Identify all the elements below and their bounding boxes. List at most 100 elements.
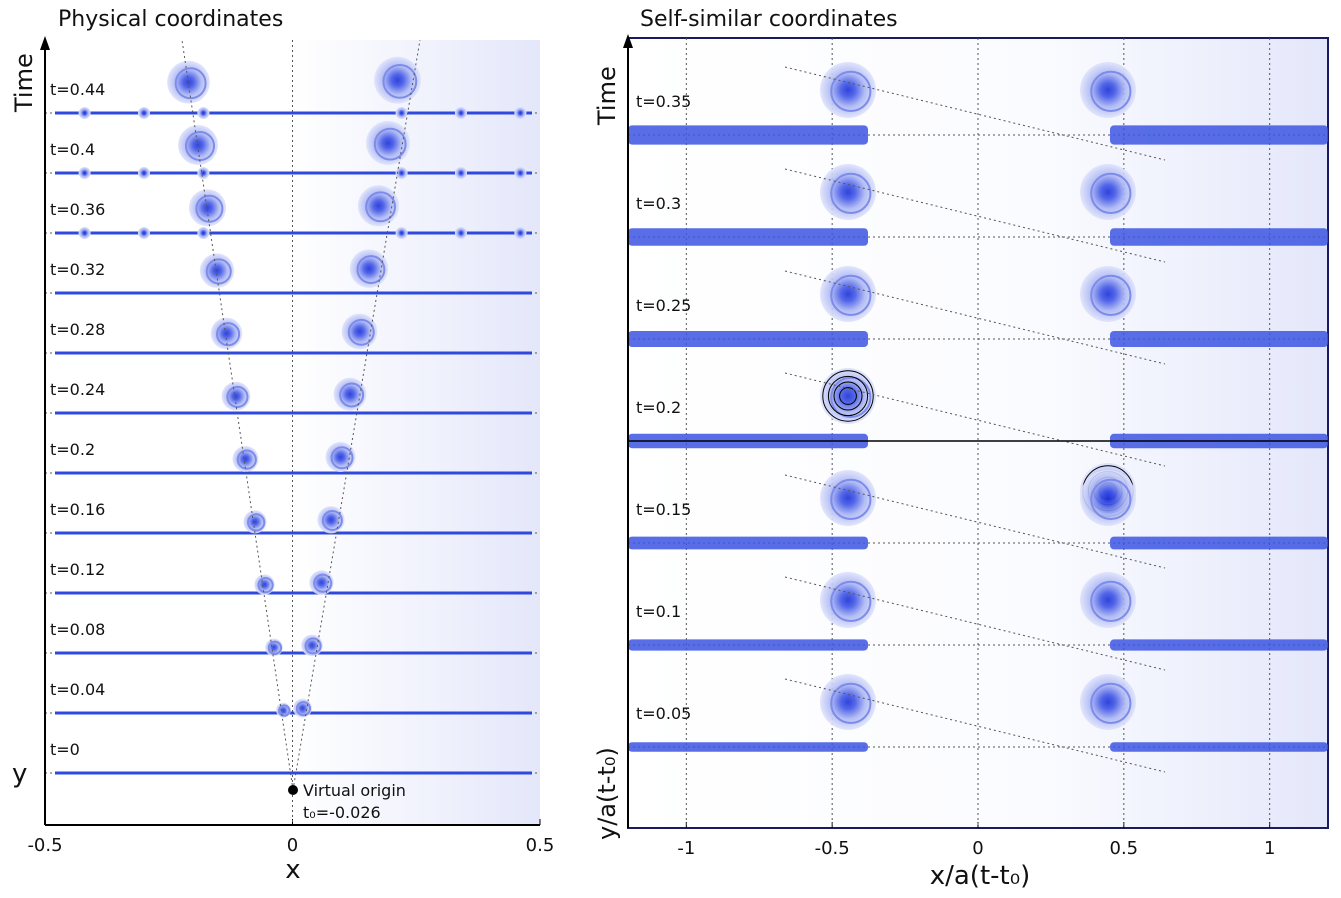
vortex	[1080, 62, 1136, 118]
vortex	[455, 107, 467, 119]
vortex-arm	[195, 194, 224, 223]
shear-layer	[1110, 331, 1328, 347]
vortex-arm	[830, 376, 872, 418]
vortex	[197, 107, 210, 119]
time-label: t=0.04	[50, 680, 105, 699]
panel-title: Physical coordinates	[58, 7, 283, 32]
vortex-arm	[356, 255, 386, 284]
vortex	[514, 167, 527, 179]
vortex-arm	[267, 640, 283, 656]
panel-bg	[45, 40, 540, 825]
x-tick-label: 0.5	[526, 835, 555, 856]
vortex-arm	[226, 385, 249, 409]
shear-layer	[1110, 536, 1328, 550]
vortex-arm	[382, 63, 418, 99]
vortex-arm	[1090, 478, 1132, 520]
vortex	[820, 62, 876, 118]
shear-layer	[1110, 639, 1328, 651]
time-label: t=0.08	[50, 620, 105, 639]
vortex	[820, 266, 876, 322]
vortex	[197, 167, 210, 179]
vortex	[820, 674, 876, 730]
vortex	[138, 107, 150, 119]
vortex-arm	[373, 127, 407, 161]
trajectory	[784, 474, 1166, 569]
shear-layer	[1110, 742, 1328, 752]
vortex	[1080, 266, 1136, 322]
x-tick-label: 0	[972, 838, 983, 859]
vortex	[820, 164, 876, 220]
x-label: x	[285, 855, 300, 885]
vortex-arm	[313, 573, 333, 593]
vortex-arm	[236, 449, 257, 470]
vortex	[455, 227, 467, 239]
panel-title: Self-similar coordinates	[640, 7, 898, 32]
x-tick-label: -1	[677, 838, 695, 859]
shear-layer	[1110, 125, 1328, 145]
vortex-arm	[304, 637, 322, 655]
vortex	[1080, 572, 1136, 628]
time-label: t=0.28	[50, 320, 105, 339]
contour	[827, 375, 869, 417]
time-label: t=0.36	[50, 200, 105, 219]
shear-layer	[628, 331, 868, 347]
vortex-arm	[257, 576, 274, 594]
vortex-arm	[339, 382, 365, 408]
trajectory	[784, 678, 1166, 773]
vortex-arm	[365, 191, 396, 223]
shear-layer	[628, 742, 868, 752]
vortex	[138, 167, 150, 179]
vortex-arm	[205, 258, 232, 285]
shear-layer	[628, 125, 868, 145]
shear-layer	[628, 228, 868, 246]
time-label: t=0.35	[636, 92, 691, 111]
time-label: t=0.25	[636, 296, 691, 315]
vortex	[820, 470, 876, 526]
vortex-arm	[830, 70, 872, 113]
vortex	[1080, 674, 1136, 730]
arrow	[623, 34, 633, 48]
vortex-arm	[330, 446, 354, 470]
vortex	[395, 167, 408, 179]
annotation: t₀=-0.026	[303, 803, 381, 822]
vortex-arm	[174, 67, 207, 100]
annotation: Virtual origin	[303, 781, 406, 800]
origin-dot	[288, 785, 298, 795]
vortex	[1080, 470, 1136, 526]
contour	[833, 381, 863, 411]
vortex	[1080, 164, 1136, 220]
time-label: t=0.1	[636, 602, 681, 621]
x-tick-label: -0.5	[27, 835, 62, 856]
vortex-arm	[1090, 172, 1132, 214]
shear-layer	[1110, 228, 1328, 246]
vortex	[78, 167, 91, 179]
vortex	[395, 107, 408, 119]
vortex-arm	[216, 322, 241, 347]
vortex	[514, 107, 527, 119]
vortex-arm	[278, 704, 291, 717]
time-label: t=0.24	[50, 380, 105, 399]
time-label: t=0.2	[50, 440, 95, 459]
vortex	[514, 227, 527, 239]
x-tick-label: 1	[1264, 838, 1275, 859]
vortex-arm	[830, 172, 872, 214]
time-label: t=0.3	[636, 194, 681, 213]
time-label: t=0.32	[50, 260, 105, 279]
vortex-arm	[830, 274, 872, 316]
arrow	[40, 36, 50, 50]
contour	[822, 370, 874, 422]
y-axis-label: y/a(t-t₀)	[593, 747, 621, 840]
vortex	[78, 227, 91, 239]
vortex-arm	[830, 478, 872, 520]
trajectory	[181, 39, 294, 791]
vortex	[395, 227, 408, 239]
vortex-arm	[347, 318, 375, 346]
vortex	[138, 227, 150, 239]
shear-layer	[628, 639, 868, 651]
x-label: x/a(t-t₀)	[930, 861, 1031, 891]
time-label: t=0.16	[50, 500, 105, 519]
time-label: t=0.4	[50, 140, 95, 159]
time-label: t=0.12	[50, 560, 105, 579]
vortex-arm	[1090, 274, 1132, 316]
